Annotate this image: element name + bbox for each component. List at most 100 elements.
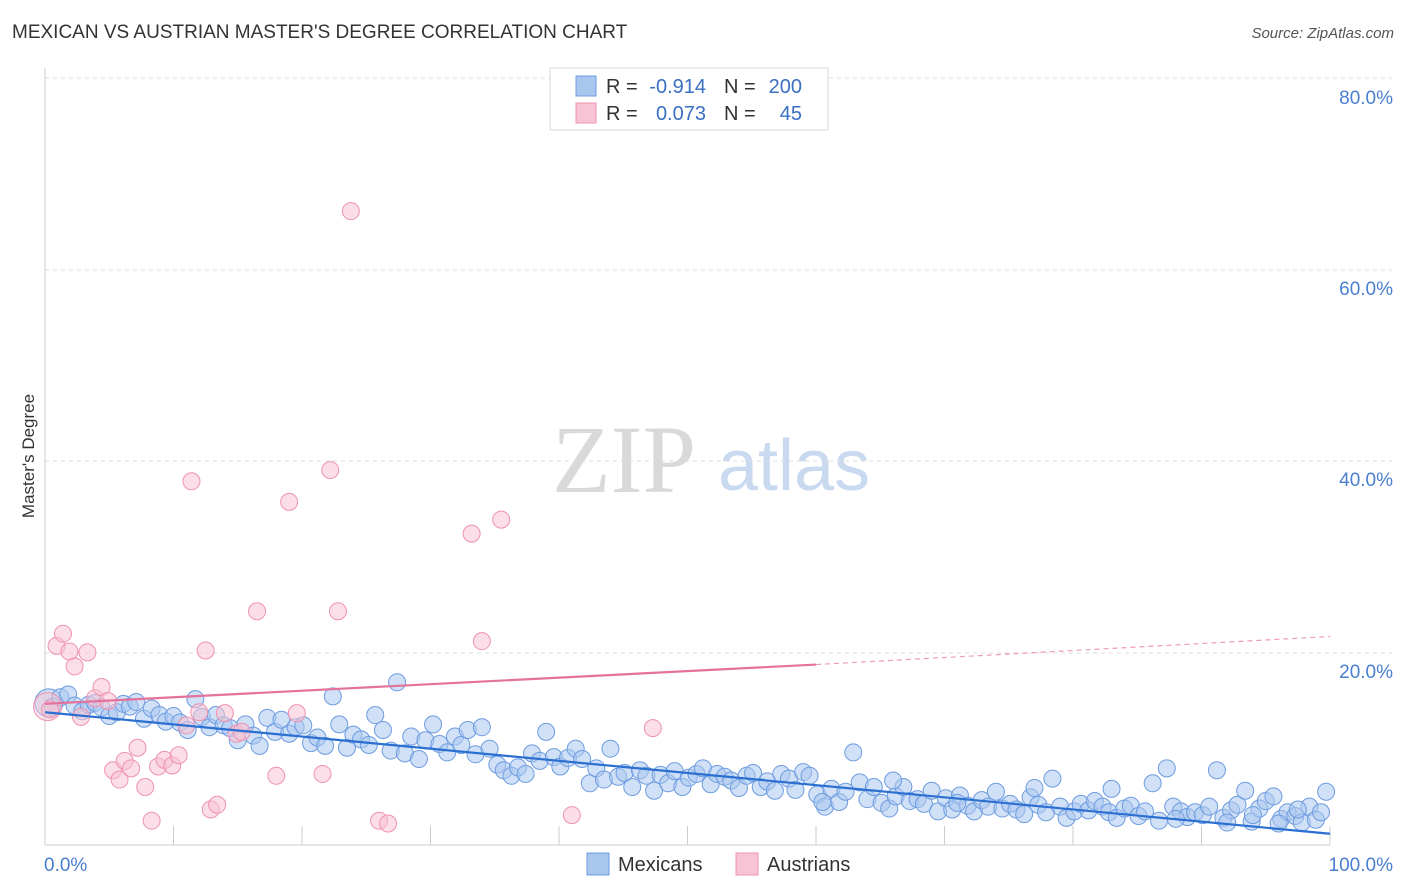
austrians-point (215, 704, 234, 723)
mexicans-point (1025, 778, 1044, 797)
austrians-point (136, 778, 155, 797)
mexicans-point (373, 720, 392, 739)
austrians-point (462, 524, 481, 543)
legend-r-value-austrians: 0.073 (656, 103, 706, 125)
austrians-point (472, 632, 491, 651)
mexicans-point (1143, 774, 1162, 793)
austrians-point (248, 602, 267, 621)
mexicans-point (1243, 806, 1262, 825)
legend-n-value-mexicans: 200 (769, 76, 802, 98)
mexicans-point (1200, 797, 1219, 816)
mexicans-point (316, 736, 335, 755)
austrians-point (492, 510, 511, 529)
austrians-trend-line-extension (815, 635, 1331, 666)
austrians-point (182, 472, 201, 491)
austrians-point (208, 795, 227, 814)
mexicans-point (623, 778, 642, 797)
austrians-point (328, 602, 347, 621)
mexicans-point (537, 722, 556, 741)
mexicans-point (472, 718, 491, 737)
austrians-point (280, 492, 299, 511)
correlation-legend: R = -0.914 N = 200 R = 0.073 N = 45 (549, 67, 829, 131)
mexicans-point (1312, 803, 1331, 822)
mexicans-point (366, 706, 385, 725)
mexicans-point (645, 781, 664, 800)
bottom-legend-label-mexicans: Mexicans (618, 854, 702, 876)
legend-n-label-mexicans: N = (724, 76, 756, 98)
x-tick-label-max: 100.0% (1329, 855, 1394, 876)
y-tick-labels: 20.0% 40.0% 60.0% 80.0% (1339, 88, 1393, 683)
chart-title: MEXICAN VS AUSTRIAN MASTER'S DEGREE CORR… (12, 22, 628, 43)
austrians-point (321, 461, 340, 480)
gridlines (45, 77, 1392, 654)
austrians-point (122, 759, 141, 778)
mexicans-trend-line (44, 711, 1331, 835)
chart-source: Source: ZipAtlas.com (1251, 25, 1394, 42)
austrians-point (53, 624, 72, 643)
mexicans-point (388, 673, 407, 692)
legend-n-value-austrians: 45 (780, 103, 802, 125)
austrians-trend-line (44, 663, 817, 705)
legend-r-value-mexicans: -0.914 (649, 76, 706, 98)
legend-swatch-mexicans (575, 75, 597, 97)
watermark-atlas: atlas (718, 426, 870, 506)
x-tick-label-min: 0.0% (44, 855, 87, 876)
mexicans-point (601, 739, 620, 758)
austrians-point (65, 657, 84, 676)
austrians-point (169, 746, 188, 765)
legend-r-label-austrians: R = (606, 103, 638, 125)
austrians-point (562, 806, 581, 825)
austrians-point (60, 642, 79, 661)
mexicans-point (127, 692, 146, 711)
y-tick-label-40: 40.0% (1339, 470, 1393, 491)
mexicans-point (813, 792, 832, 811)
y-tick-label-60: 60.0% (1339, 279, 1393, 300)
trend-lines (44, 635, 1331, 835)
mexicans-point (409, 749, 428, 768)
mexicans-point (765, 781, 784, 800)
mexicans-point (452, 735, 471, 754)
mexicans-point (800, 766, 819, 785)
austrians-point (379, 814, 398, 833)
austrians-point (142, 811, 161, 830)
mexicans-point (516, 764, 535, 783)
watermark: ZIP atlas (552, 406, 870, 513)
bottom-legend-swatch-austrians (735, 852, 759, 876)
watermark-zip: ZIP (552, 406, 696, 513)
legend-r-label-mexicans: R = (606, 76, 638, 98)
austrians-point (128, 738, 147, 757)
mexicans-point (1264, 787, 1283, 806)
mexicans-point (986, 782, 1005, 801)
mexicans-point (1288, 800, 1307, 819)
mexicans-point (884, 771, 903, 790)
austrians-point (267, 766, 286, 785)
bottom-legend-swatch-mexicans (586, 852, 610, 876)
mexicans-point (359, 735, 378, 754)
mexicans-point (1236, 781, 1255, 800)
mexicans-point (864, 778, 883, 797)
mexicans-point (1317, 782, 1336, 801)
mexicans-point (330, 715, 349, 734)
mexicans-point (1150, 811, 1169, 830)
austrians-point (313, 764, 332, 783)
austrians-point (190, 703, 209, 722)
y-tick-label-80: 80.0% (1339, 88, 1393, 109)
mexicans-point (1157, 759, 1176, 778)
mexicans-point (323, 687, 342, 706)
mexicans-point (250, 736, 269, 755)
austrians-points (33, 202, 662, 833)
mexicans-point (1043, 769, 1062, 788)
mexicans-points (34, 673, 1336, 833)
y-tick-label-20: 20.0% (1339, 662, 1393, 683)
mexicans-point (844, 743, 863, 762)
mexicans-point (1207, 761, 1226, 780)
mexicans-point (438, 743, 457, 762)
mexicans-point (744, 764, 763, 783)
legend-n-label-austrians: N = (724, 103, 756, 125)
mexicans-point (1228, 795, 1247, 814)
austrians-point (287, 704, 306, 723)
austrians-point (341, 202, 360, 221)
mexicans-point (1102, 779, 1121, 798)
mexicans-point (424, 715, 443, 734)
